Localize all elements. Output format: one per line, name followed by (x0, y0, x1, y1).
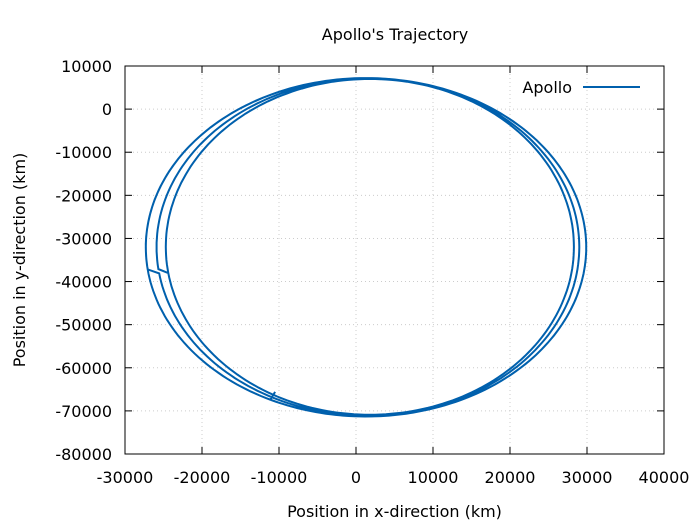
x-tick-label: -20000 (174, 468, 231, 487)
chart-title: Apollo's Trajectory (322, 25, 468, 44)
y-tick-labels: 10000 0 -10000 -20000 -30000 -40000 -50000 -600… (55, 57, 112, 464)
y-tick-label: -60000 (55, 359, 112, 378)
y-tick-label: -70000 (55, 402, 112, 421)
y-tick-label: 10000 (61, 57, 112, 76)
legend-label: Apollo (522, 78, 572, 97)
y-tick-label: 0 (102, 100, 112, 119)
series-layer (144, 77, 588, 418)
x-tick-label: 0 (351, 468, 361, 487)
x-tick-label: 40000 (639, 468, 690, 487)
x-axis-label: Position in x-direction (km) (287, 502, 502, 521)
x-tick-label: 10000 (408, 468, 459, 487)
x-tick-label: -10000 (251, 468, 308, 487)
plot-frame (124, 65, 665, 455)
y-tick-label: -80000 (55, 445, 112, 464)
y-tick-label: -10000 (55, 143, 112, 162)
y-tick-label: -20000 (55, 186, 112, 205)
legend: Apollo (522, 78, 640, 97)
x-tick-label: -30000 (97, 468, 154, 487)
y-tick-label: -50000 (55, 316, 112, 335)
x-tick-label: 20000 (485, 468, 536, 487)
grid (125, 66, 664, 454)
y-axis-label: Position in y-direction (km) (10, 153, 29, 368)
y-tick-label: -40000 (55, 273, 112, 292)
x-tick-labels: -30000 -20000 -10000 0 10000 20000 30000 40000 (97, 468, 690, 487)
ticks (124, 65, 665, 455)
series-line-apollo (144, 77, 588, 418)
y-tick-label: -30000 (55, 229, 112, 248)
x-tick-label: 30000 (562, 468, 613, 487)
